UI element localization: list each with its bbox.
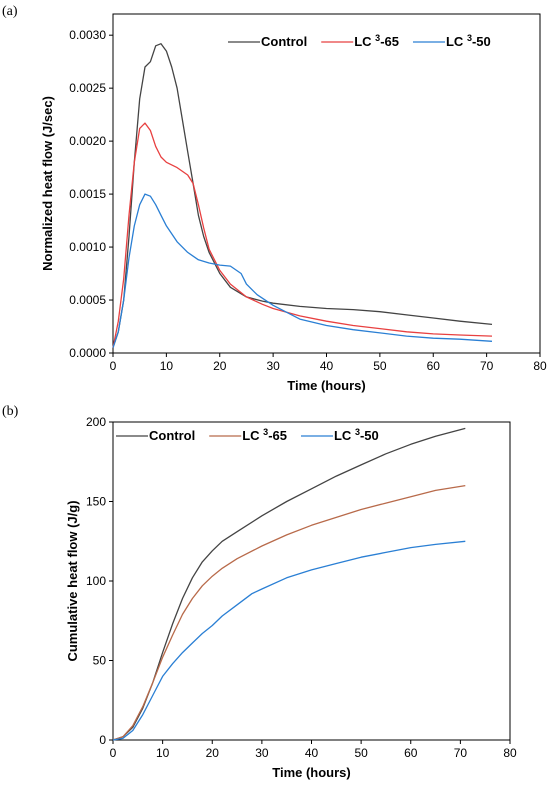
chart-a-x-tick-label: 0: [110, 359, 117, 373]
chart-b: 0 10 20 30 40 50 60 70 80 0 50 100 150 200 Time (hours…: [65, 415, 517, 780]
chart-b-series-line: [112, 540, 466, 741]
chart-b-legend-label: LC 3-50: [334, 427, 379, 443]
chart-a-y-tick-label: 0.0020: [69, 134, 106, 148]
chart-b-x-tick-label: 10: [156, 746, 170, 760]
panel-b: (b) 0 10 20 30 40 50 60 70 80 0 50 100 150 200 Time (h…: [0, 400, 550, 794]
chart-a-x-axis-title: Time (hours): [287, 378, 366, 393]
chart-b-x-tick-label: 0: [110, 746, 117, 760]
chart-a-x-tick-label: 20: [213, 359, 227, 373]
chart-b-series-line: [112, 484, 466, 741]
chart-a-series-line: [112, 43, 493, 348]
panel-b-label: (b): [2, 404, 19, 419]
panel-a-label: (a): [2, 4, 18, 19]
chart-a-x-tick-label: 70: [480, 359, 494, 373]
chart-b-x-tick-label: 30: [255, 746, 269, 760]
chart-b-y-tick-label: 50: [93, 654, 107, 668]
chart-b-y-tick-label: 0: [99, 733, 106, 747]
chart-a: 0 10 20 30 40 50 60 70 80 0.0000 0.0005 0.0010 0.001…: [40, 13, 547, 393]
chart-a-y-tick-label: 0.0015: [69, 187, 106, 201]
chart-a-y-tick-label: 0.0005: [69, 293, 106, 307]
chart-a-legend-label: Control: [261, 34, 307, 49]
chart-a-legend-label: LC 3-65: [354, 33, 399, 49]
chart-b-y-tick-label: 100: [86, 574, 106, 588]
chart-a-y-axis-title: Normalized heat flow (J/sec): [40, 96, 55, 271]
chart-b-x-tick-label: 50: [354, 746, 368, 760]
chart-b-y-tick-label: 200: [86, 415, 106, 429]
chart-a-plot-frame: [112, 13, 541, 354]
chart-a-y-tick-label: 0.0025: [69, 81, 106, 95]
chart-b-legend-label: Control: [149, 428, 195, 443]
chart-b-plot-frame: [112, 421, 511, 741]
chart-a-y-tick-label: 0.0010: [69, 240, 106, 254]
chart-b-y-axis-title: Cumulative heat flow (J/g): [65, 500, 80, 661]
chart-b-x-axis-title: Time (hours): [272, 765, 351, 780]
chart-a-y-tick-label: 0.0030: [69, 28, 106, 42]
chart-b-x-tick-label: 40: [305, 746, 319, 760]
chart-a-y-tick-label: 0.0000: [69, 346, 106, 360]
chart-a-x-tick-label: 80: [533, 359, 547, 373]
chart-b-x-tick-label: 80: [503, 746, 517, 760]
chart-a-legend-label: LC 3-50: [446, 33, 491, 49]
chart-a-x-tick-label: 10: [160, 359, 174, 373]
chart-a-x-tick-label: 60: [427, 359, 441, 373]
chart-b-series-line: [112, 427, 466, 741]
chart-b-y-tick-label: 150: [86, 495, 106, 509]
chart-b-x-tick-label: 60: [404, 746, 418, 760]
panel-a: (a) 0 10 20 30 40 50 60 70 80 0.0000 0.0005 0.0010 0…: [2, 4, 547, 393]
chart-a-x-tick-label: 30: [266, 359, 280, 373]
chart-a-x-tick-label: 40: [320, 359, 334, 373]
chart-b-x-tick-label: 70: [454, 746, 468, 760]
chart-a-x-tick-label: 50: [373, 359, 387, 373]
chart-b-legend-label: LC 3-65: [242, 427, 287, 443]
chart-a-series-line: [112, 193, 493, 348]
chart-a-series-line: [112, 122, 493, 348]
chart-b-x-tick-label: 20: [206, 746, 220, 760]
